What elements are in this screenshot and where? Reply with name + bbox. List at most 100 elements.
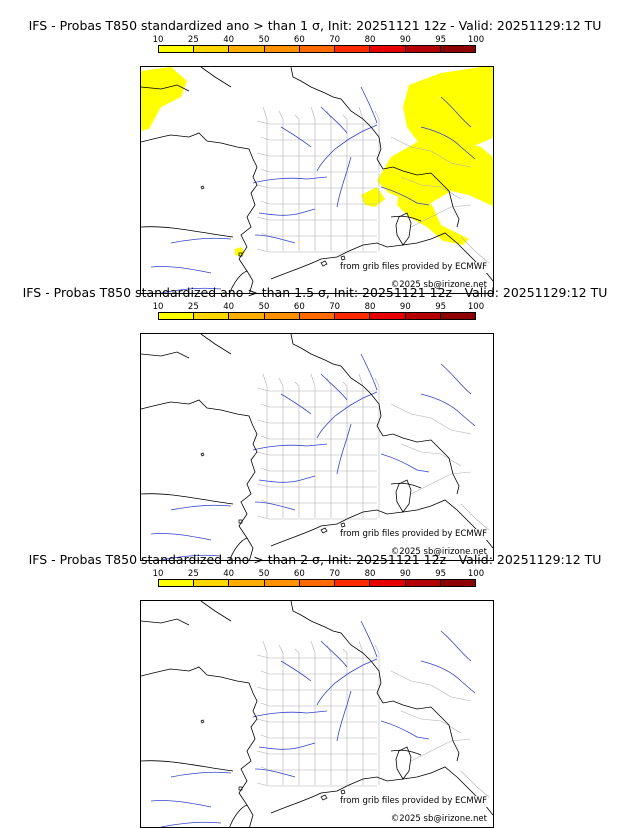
region-boundary: [410, 738, 472, 762]
river: [160, 287, 222, 293]
river: [380, 186, 430, 206]
scale-color-segment: [264, 313, 300, 319]
scale-color-segment: [194, 313, 230, 319]
region-boundary: [310, 373, 316, 518]
scale-tick-label: 50: [258, 302, 270, 312]
coastlines: [141, 601, 493, 827]
coastline: [229, 270, 248, 293]
scale-tick-label: 25: [187, 35, 199, 45]
scale-color-segment: [194, 580, 230, 586]
region-boundary: [310, 640, 316, 785]
small-island: [320, 794, 328, 801]
region-boundary: [326, 110, 332, 251]
regional-boundaries: [256, 106, 490, 264]
data-source-credit: from grib files provided by ECMWF: [339, 262, 488, 273]
region-boundary: [374, 110, 380, 251]
data-source-credit: from grib files provided by ECMWF: [339, 796, 488, 807]
region-boundary: [358, 373, 364, 518]
region-boundary: [256, 483, 377, 488]
small-island: [238, 252, 243, 257]
copyright-credit: ©2025 sb@irizone.net: [389, 547, 488, 558]
coastlines: [141, 67, 493, 293]
panel-title: IFS - Probas T850 standardized ano > tha…: [28, 18, 602, 33]
coastline: [141, 399, 258, 560]
scale-color-segment: [440, 46, 475, 52]
scale-tick-labels: 10 25 40 50 60 70 80 90 95 100: [153, 302, 485, 313]
river: [320, 640, 348, 668]
map-canvas: [141, 334, 493, 560]
region-boundary: [390, 670, 472, 702]
region-boundary: [278, 377, 284, 518]
scale-tick-label: 40: [223, 35, 235, 45]
coastline: [270, 499, 493, 549]
region-boundary: [460, 503, 490, 531]
region-boundary: [256, 782, 377, 787]
scale-tick-label: 90: [399, 569, 411, 579]
region-boundary: [342, 648, 348, 785]
coastline: [141, 132, 258, 293]
river: [336, 156, 352, 208]
region-boundary: [256, 515, 377, 520]
scale-tick-label: 60: [293, 569, 305, 579]
river: [336, 690, 352, 742]
region-boundary: [410, 471, 472, 495]
river: [320, 106, 348, 134]
panel-title: IFS - Probas T850 standardized ano > tha…: [28, 552, 602, 567]
region-boundary: [260, 136, 377, 141]
region-boundary: [256, 248, 377, 253]
panel-title: IFS - Probas T850 standardized ano > tha…: [22, 285, 608, 300]
scale-color-segment: [335, 46, 371, 52]
scale-tick-label: 95: [435, 35, 447, 45]
scale-color-segment: [264, 580, 300, 586]
scale-tick-label: 90: [399, 302, 411, 312]
coastline: [141, 493, 234, 505]
scale-color-segment: [335, 580, 371, 586]
river: [440, 96, 472, 128]
probability-color-scale: 10 25 40 50 60 70 80 90 95 100: [153, 302, 485, 324]
scale-color-segment: [440, 313, 475, 319]
region-boundary: [294, 648, 300, 785]
region-boundary: [358, 640, 364, 785]
corsica-island: [395, 746, 412, 780]
region-boundary: [256, 686, 377, 691]
scale-tick-label: 50: [258, 569, 270, 579]
scale-tick-label: 90: [399, 35, 411, 45]
river: [316, 124, 378, 172]
region-boundary: [260, 232, 377, 237]
scale-color-segment: [159, 46, 195, 52]
scale-color-segment: [159, 313, 195, 319]
coastline: [270, 766, 493, 816]
scale-tick-label: 70: [329, 569, 341, 579]
coastline: [141, 84, 190, 92]
anomaly-area: [141, 67, 187, 131]
regional-boundaries: [256, 640, 490, 798]
scale-tick-label: 100: [467, 35, 485, 45]
probability-color-scale: 10 25 40 50 60 70 80 90 95 100: [153, 35, 484, 57]
coastline: [390, 482, 422, 489]
river: [360, 620, 378, 658]
river: [360, 353, 378, 391]
small-island: [340, 522, 346, 528]
scale-tick-label: 70: [329, 35, 341, 45]
region-boundary: [256, 654, 377, 659]
scale-color-bar: [158, 312, 476, 320]
scale-color-segment: [264, 46, 300, 52]
river: [254, 501, 296, 511]
scale-tick-label: 80: [364, 302, 376, 312]
small-island: [340, 789, 346, 795]
coastline: [448, 457, 460, 495]
scale-tick-label: 80: [364, 569, 376, 579]
france-map: from grib files provided by ECMWF ©2025 …: [140, 600, 494, 828]
region-boundary: [256, 718, 377, 723]
corsica-island: [395, 479, 412, 513]
scale-tick-label: 40: [223, 302, 235, 312]
scale-color-segment: [405, 313, 441, 319]
coastline: [290, 67, 384, 170]
coastline: [448, 190, 460, 228]
region-boundary: [374, 644, 380, 785]
region-boundary: [256, 152, 377, 157]
region-boundary: [294, 114, 300, 251]
region-boundary: [400, 710, 462, 734]
coastline: [390, 749, 422, 756]
scale-tick-label: 70: [329, 302, 341, 312]
